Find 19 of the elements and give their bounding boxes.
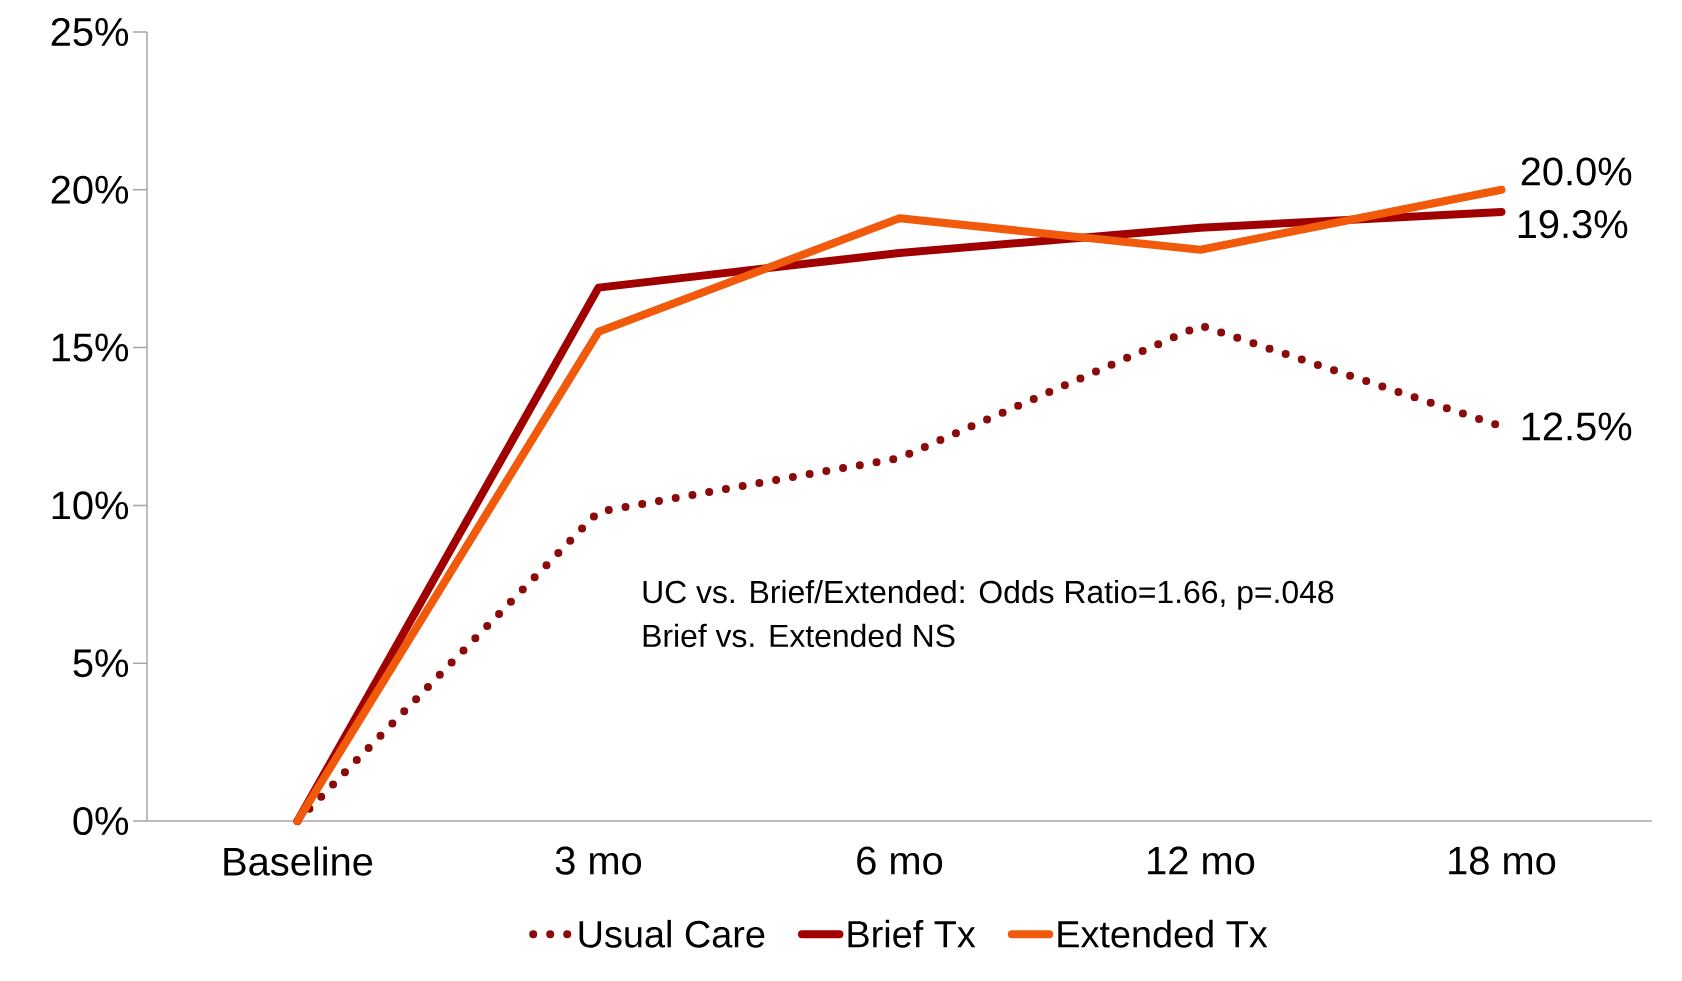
annotation: UC vs. Brief/Extended: Odds Ratio=1.66, p=.048: [643, 579, 1334, 610]
y-tick-label: 15%: [52, 333, 129, 362]
x-tick-label: 3 mo: [555, 846, 642, 875]
annotation: Brief vs. Extended NS: [643, 623, 955, 648]
legend-label: Brief Tx: [848, 919, 976, 948]
x-tick-label: 12 mo: [1148, 846, 1255, 875]
x-tick-label: Baseline: [224, 846, 373, 876]
y-tick-label: 0%: [73, 806, 129, 836]
legend-label: Extended Tx: [1058, 919, 1268, 948]
data-label: 19.3%: [1518, 210, 1628, 239]
data-label: 20.0%: [1521, 157, 1632, 186]
legend-label: Usual Care: [579, 919, 765, 948]
y-tick-label: 5%: [73, 649, 129, 678]
y-tick-label: 10%: [52, 491, 129, 520]
x-tick-label: 6 mo: [857, 846, 943, 875]
data-label: 12.5%: [1522, 412, 1632, 441]
x-tick-label: 18 mo: [1449, 846, 1556, 875]
y-tick-label: 25%: [51, 17, 129, 47]
y-tick-label: 20%: [51, 175, 129, 204]
